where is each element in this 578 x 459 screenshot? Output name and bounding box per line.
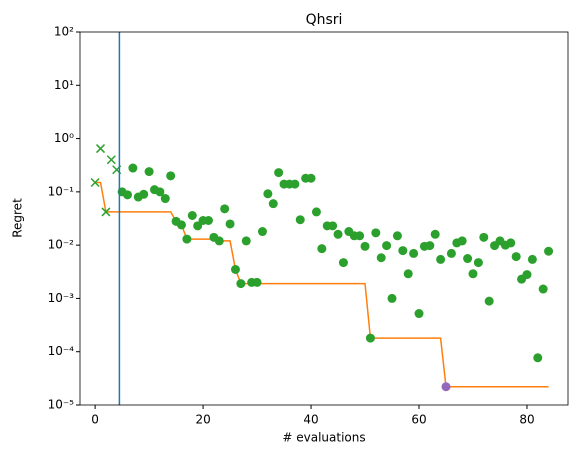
point [160,194,170,204]
point [166,171,176,181]
point [295,215,305,225]
point [214,236,224,246]
point [468,269,478,279]
point [306,173,316,183]
point [155,187,165,197]
point [538,284,548,294]
point [290,179,300,189]
point [544,246,554,256]
point [430,229,440,239]
x-marker [90,177,100,188]
point [522,270,532,280]
point [187,210,197,220]
x-tick-label: 20 [195,413,210,427]
y-tick-label: 10¹ [54,78,74,92]
point [403,269,413,279]
point [409,248,419,258]
point [241,236,251,246]
point [338,258,348,268]
point [220,204,230,214]
point [311,207,321,217]
point [257,227,267,237]
x-marker [106,155,116,165]
point [268,199,278,209]
point [182,234,192,244]
x-tick-label: 80 [519,413,534,427]
point [506,238,516,248]
x-tick-label: 0 [91,413,99,427]
point [360,241,370,251]
point [144,167,154,177]
y-tick-label: 10² [54,25,74,39]
y-tick-label: 10⁻⁵ [48,398,75,412]
point [263,189,273,199]
point [414,309,424,319]
point [398,246,408,256]
y-tick-label: 10⁻³ [48,291,75,305]
point [446,248,456,258]
y-tick-label: 10⁻¹ [48,184,75,198]
y-tick-label: 10⁰ [54,131,74,145]
point [128,163,138,173]
point [236,279,246,289]
point [387,293,397,303]
point [355,231,365,241]
point [365,333,375,343]
point [274,168,284,178]
y-tick-label: 10⁻² [48,238,75,252]
point [533,353,543,363]
point [479,232,489,242]
point [463,254,473,264]
point [484,296,494,306]
point [230,264,240,274]
point [511,252,521,262]
x-marker [95,144,106,154]
point [203,216,213,226]
point [527,254,537,264]
y-tick-label: 10⁻⁴ [48,344,75,358]
point [252,277,262,287]
point [176,220,186,230]
y-axis-label: Regret [11,198,25,238]
point [328,221,338,231]
point [436,254,446,264]
point [473,258,483,268]
point [425,241,435,251]
point [441,382,451,392]
point [371,228,381,238]
plot-frame [79,31,569,406]
x-tick-label: 40 [303,413,318,427]
point [457,236,467,246]
x-axis-label: # evaluations [282,431,365,445]
point [317,244,327,254]
point [123,190,133,200]
point [392,231,402,241]
x-tick-label: 60 [411,413,426,427]
point [333,229,343,239]
x-marker [101,207,111,217]
point [376,253,386,263]
point [382,241,392,251]
point [139,189,149,199]
chart-title: Qhsri [306,12,343,28]
point [225,219,235,229]
